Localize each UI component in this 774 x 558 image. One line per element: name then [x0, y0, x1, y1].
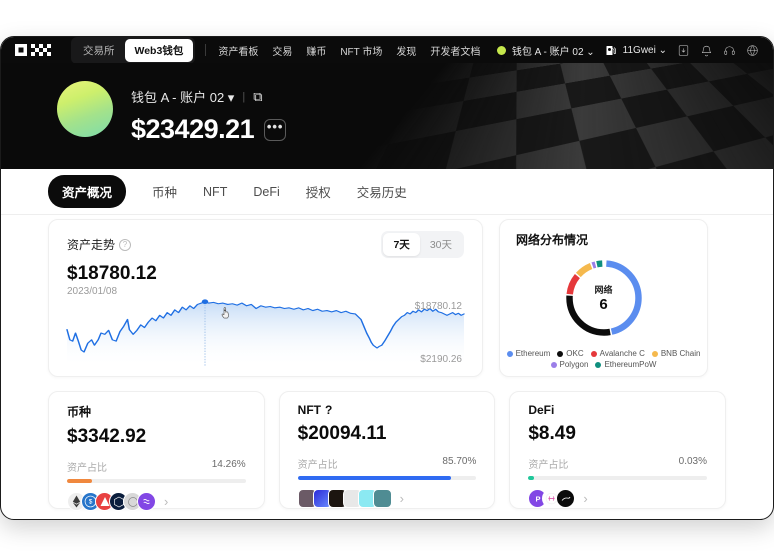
svg-text:$: $	[89, 499, 93, 506]
svg-text:P: P	[535, 494, 540, 503]
